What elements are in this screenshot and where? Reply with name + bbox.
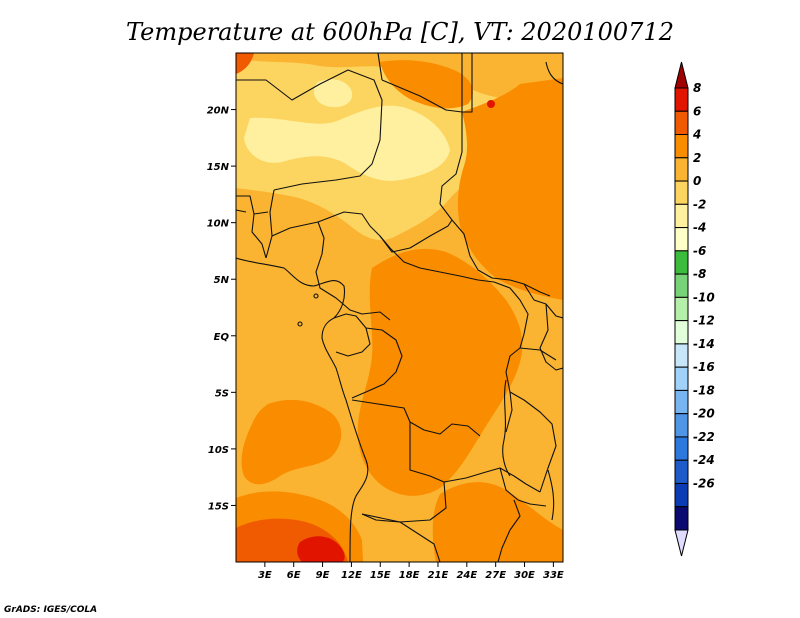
colorbar: 8 6 4 2 0 -2 -4 -6 -8 -10 -12 -14 -16 -18 -20 -22 -24 -26	[674, 61, 715, 557]
border-west-small	[236, 195, 269, 259]
field-hot-spot	[487, 100, 495, 108]
island-2	[313, 293, 319, 299]
colorbar-level-label: 4	[692, 128, 701, 142]
lon-tick-label: 27E	[485, 570, 506, 581]
lat-tick-label: 5N	[214, 275, 230, 286]
colorbar-segment	[674, 227, 689, 252]
colorbar-level-label: -10	[693, 290, 715, 304]
latitude-ticks: 20N 15N 10N 5N EQ 5S 10S 15S	[207, 106, 236, 512]
colorbar-segment	[674, 506, 689, 531]
colorbar-level-label: -4	[693, 221, 706, 235]
lon-tick-label: 3E	[258, 570, 272, 581]
field-hot-northwest	[236, 53, 254, 74]
border-nile	[545, 61, 563, 85]
colorbar-segment	[674, 482, 689, 508]
lon-tick-label: 33E	[543, 570, 564, 581]
colorbar-level-label: 6	[693, 104, 701, 118]
coastline	[236, 257, 369, 562]
colorbar-segment	[674, 110, 689, 136]
map-frame	[235, 52, 564, 563]
field-warm-northeast	[457, 78, 563, 300]
colorbar-segment	[674, 389, 689, 415]
colorbar-level-label: -6	[693, 244, 706, 258]
colorbar-segment	[674, 296, 689, 322]
temperature-field	[236, 53, 563, 562]
border-sudan-east	[523, 283, 563, 371]
lat-tick-label: 15N	[207, 162, 230, 173]
lon-tick-label: 30E	[514, 570, 535, 581]
lat-tick-label: 15S	[208, 501, 229, 512]
border-libya-egypt	[377, 53, 473, 113]
field-hottest-south	[297, 536, 345, 562]
colorbar-level-label: -8	[693, 267, 706, 281]
field-warm-north	[380, 60, 473, 109]
field-patch-cold-2	[313, 79, 353, 108]
colorbar-segment	[674, 320, 689, 345]
border-mozambique	[497, 467, 547, 562]
colorbar-level-label: -12	[693, 314, 715, 328]
lat-tick-label: 10S	[208, 445, 229, 456]
colorbar-segment	[674, 157, 689, 182]
colorbar-level-label: -22	[693, 430, 715, 444]
lon-tick-label: 21E	[428, 570, 449, 581]
field-warm-center	[357, 248, 523, 496]
border-chad-car	[379, 219, 453, 253]
lon-tick-label: 9E	[316, 570, 330, 581]
colorbar-segment	[674, 87, 689, 112]
colorbar-segment	[674, 203, 689, 229]
colorbar-level-label: -2	[693, 197, 706, 211]
colorbar-segment	[674, 273, 689, 298]
field-warm-southeast	[432, 482, 563, 562]
colorbar-triangle-top	[674, 61, 689, 89]
colorbar-level-label: 2	[693, 151, 701, 165]
lon-tick-label: 12E	[341, 570, 362, 581]
border-namibia-botswana	[361, 513, 441, 562]
border-lake-malawi	[547, 469, 555, 521]
border-drc-angola	[351, 399, 481, 437]
colorbar-segment	[674, 134, 689, 159]
colorbar-level-label: -18	[693, 383, 715, 397]
colorbar-segment	[674, 413, 689, 438]
lat-tick-label: 10N	[207, 219, 230, 230]
field-warm-west	[241, 399, 342, 485]
colorbar-level-label: 0	[693, 174, 701, 188]
lat-tick-label: EQ	[214, 332, 230, 343]
border-tanzania	[509, 347, 557, 493]
border-car-drc	[389, 247, 495, 283]
field-band-cold	[244, 105, 450, 181]
border-chad-sudan	[439, 203, 551, 297]
colorbar-level-label: -14	[693, 337, 715, 351]
colorbar-segment	[674, 250, 689, 275]
colorbar-segment	[674, 366, 689, 391]
lon-tick-label: 18E	[399, 570, 420, 581]
border-lake-tanganyika	[502, 379, 511, 477]
colorbar-segment	[674, 436, 689, 461]
border-algeria-mali	[236, 69, 383, 191]
lat-tick-label: 5S	[215, 388, 229, 399]
lon-tick-label: 24E	[456, 570, 477, 581]
colorbar-level-label: -26	[693, 476, 715, 490]
colorbar-segment	[674, 343, 689, 368]
lon-tick-label: 6E	[287, 570, 301, 581]
border-cameroon	[315, 221, 391, 321]
border-congo-gabon	[333, 313, 403, 399]
colorbar-level-label: -20	[693, 407, 715, 421]
colorbar-level-label: -16	[693, 360, 715, 374]
border-niger-nigeria	[265, 189, 391, 259]
island	[297, 321, 303, 327]
colorbar-level-label: 8	[693, 81, 701, 95]
grads-credit: GrADS: IGES/COLA	[4, 605, 97, 615]
colorbar-level-label: -24	[693, 453, 715, 467]
colorbar-segment	[674, 180, 689, 205]
colorbar-segment	[674, 459, 689, 484]
lon-tick-label: 15E	[370, 570, 391, 581]
border-angola-zambia	[361, 422, 447, 523]
colorbar-triangle-bottom	[674, 529, 689, 557]
border-libya-niger	[381, 79, 463, 205]
map-title: Temperature at 600hPa [C], VT: 202010071…	[126, 18, 674, 46]
country-borders	[236, 53, 563, 562]
lat-tick-label: 20N	[207, 106, 230, 117]
longitude-ticks: 3E 6E 9E 12E 15E 18E 21E 24E 27E 30E 33E	[258, 562, 564, 581]
